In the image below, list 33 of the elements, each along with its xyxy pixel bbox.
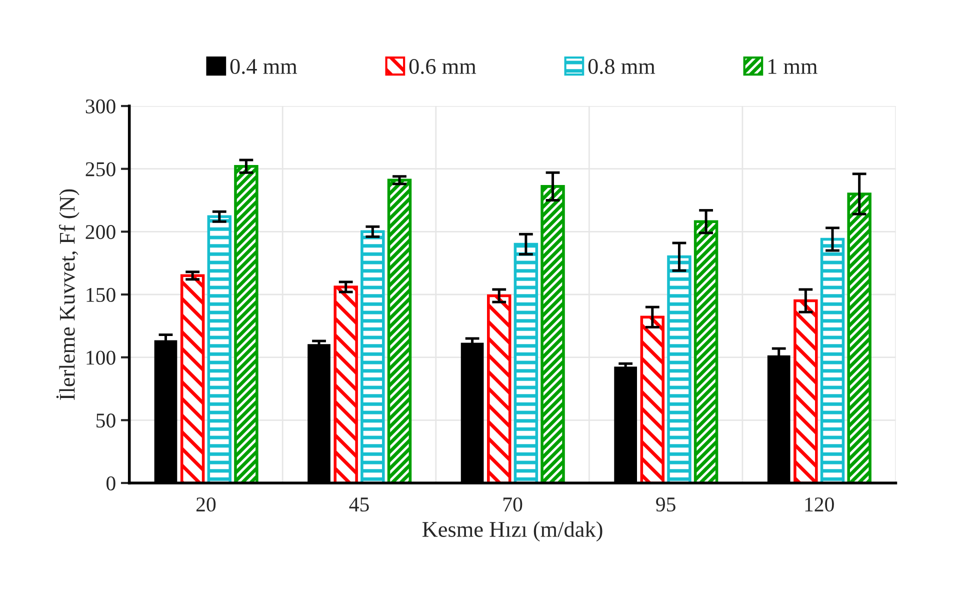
x-tick-label: 70	[503, 497, 522, 512]
bar	[540, 185, 565, 483]
bar	[360, 230, 385, 483]
bar	[334, 286, 358, 483]
bar	[694, 220, 718, 483]
bar	[667, 255, 692, 483]
bar	[847, 192, 872, 483]
y-tick-label: 200	[86, 225, 116, 240]
x-tick-label: 95	[656, 498, 676, 512]
y-tick-label: 0	[106, 476, 116, 490]
y-axis-title: İlerleme Kuvvet, Ff (N)	[56, 189, 80, 400]
y-tick-label: 50	[96, 414, 116, 428]
bar	[180, 274, 205, 483]
x-tick-label: 45	[349, 498, 369, 512]
y-tick-label: 100	[86, 350, 116, 365]
bar	[794, 299, 818, 483]
y-tick-label: 250	[86, 162, 116, 176]
bar	[487, 294, 512, 483]
bar	[820, 238, 845, 483]
legend-label: 0.6 mm	[409, 58, 476, 74]
bar	[640, 316, 665, 483]
legend-label: 0.8 mm	[588, 58, 656, 74]
y-tick-label: 300	[86, 99, 116, 114]
x-tick-label: 120	[805, 497, 834, 512]
bar	[387, 178, 412, 483]
bar	[207, 215, 232, 483]
bar	[514, 242, 538, 483]
legend-label: 0.4 mm	[230, 58, 298, 74]
x-axis-title: Kesme Hızı (m/dak)	[422, 521, 602, 542]
bar	[234, 164, 258, 483]
legend-label: 1 mm	[768, 59, 818, 74]
x-tick-label: 20	[196, 497, 216, 512]
y-tick-label: 150	[86, 288, 116, 302]
